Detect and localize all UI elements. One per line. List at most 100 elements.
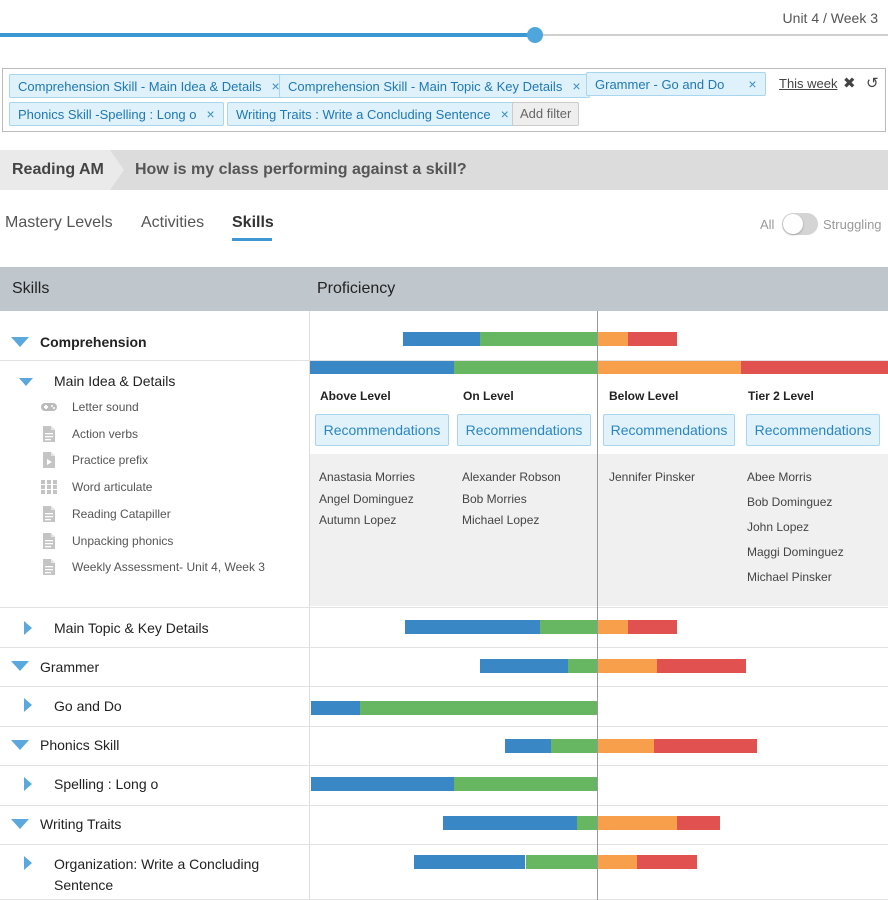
bar-on-level[interactable] (551, 739, 597, 753)
skill-label: Spelling : Long o (54, 776, 159, 792)
filter-chip[interactable]: Writing Traits : Write a Concluding Sent… (227, 102, 518, 126)
skill-label: Grammer (40, 659, 100, 675)
activity-label: Action verbs (72, 426, 139, 441)
filter-chip[interactable]: Grammer - Go and Do × (586, 72, 766, 96)
recommendations-button[interactable]: Recommendations (603, 414, 735, 446)
bar-above-level[interactable] (311, 701, 360, 715)
bar-below-level[interactable] (597, 816, 678, 830)
filter-chip-label: Writing Traits : Write a Concluding Sent… (236, 107, 491, 122)
activity-item[interactable]: Weekly Assessment- Unit 4, Week 3 (0, 558, 300, 578)
bar-tier2-level[interactable] (628, 332, 678, 346)
bar-below-level[interactable] (597, 332, 629, 346)
bar-below-level[interactable] (597, 739, 655, 753)
on-level-divider (597, 311, 598, 900)
bar-below-level[interactable] (597, 855, 638, 869)
bar-tier2-level[interactable] (654, 739, 758, 753)
filter-chip-label: Comprehension Skill - Main Topic & Key D… (288, 79, 563, 94)
recommendations-button[interactable]: Recommendations (746, 414, 880, 446)
skill-row-expanded: Main Idea & Details (0, 361, 888, 608)
expand-arrow-icon[interactable] (24, 698, 32, 712)
expand-arrow-icon[interactable] (24, 856, 32, 870)
remove-filter-icon[interactable]: × (206, 106, 215, 122)
activity-item[interactable]: Word articulate (0, 478, 300, 498)
recommendations-button[interactable]: Recommendations (457, 414, 591, 446)
tab-mastery-levels[interactable]: Mastery Levels (5, 214, 113, 231)
collapse-arrow-icon[interactable] (11, 819, 29, 829)
skill-row: Phonics Skill (0, 727, 888, 766)
bar-on-level[interactable] (568, 659, 597, 673)
expand-arrow-icon[interactable] (24, 621, 32, 635)
skill-row: Comprehension (0, 311, 888, 361)
filter-chip[interactable]: Phonics Skill -Spelling : Long o × (9, 102, 224, 126)
student-name[interactable]: Angel Dominguez (319, 491, 414, 506)
bar-tier2-level[interactable] (637, 855, 698, 869)
bar-above-level[interactable] (311, 777, 454, 791)
bar-above-level[interactable] (505, 739, 552, 753)
expand-arrow-icon[interactable] (24, 777, 32, 791)
timeline-track[interactable] (0, 33, 888, 37)
bar-on-level[interactable] (539, 620, 597, 634)
activity-item[interactable]: Unpacking phonics (0, 532, 300, 552)
filter-chip[interactable]: Comprehension Skill - Main Topic & Key D… (279, 74, 590, 98)
student-name[interactable]: Maggi Dominguez (747, 545, 844, 559)
student-name[interactable]: Abee Morris (747, 470, 812, 484)
bar-above-level[interactable] (405, 620, 540, 634)
bar-on-level[interactable] (576, 816, 597, 830)
breadcrumb-question: How is my class performing against a ski… (135, 161, 467, 178)
struggling-toggle[interactable] (782, 213, 818, 235)
document-icon (40, 558, 58, 576)
remove-filter-icon[interactable]: × (271, 78, 280, 94)
student-name[interactable]: Bob Morries (462, 491, 527, 506)
student-name[interactable]: Jennifer Pinsker (609, 470, 696, 484)
skill-row: Organization: Write a Concluding Sentenc… (0, 845, 888, 900)
collapse-arrow-icon[interactable] (11, 661, 29, 671)
close-icon[interactable]: ✖ (843, 75, 856, 92)
bar-tier2-level[interactable] (657, 659, 746, 673)
breadcrumb-section[interactable]: Reading AM (0, 150, 110, 190)
bar-tier2-level[interactable] (677, 816, 720, 830)
tab-skills[interactable]: Skills (232, 214, 274, 231)
bar-above-level[interactable] (479, 659, 569, 673)
collapse-arrow-icon[interactable] (11, 740, 29, 750)
filter-chip[interactable]: Comprehension Skill - Main Idea & Detail… (9, 74, 289, 98)
add-filter-button[interactable]: Add filter (512, 102, 580, 126)
collapse-arrow-icon[interactable] (11, 337, 29, 347)
bar-on-level[interactable] (479, 332, 597, 346)
activity-item[interactable]: Letter sound (0, 398, 300, 418)
student-name[interactable]: John Lopez (747, 520, 810, 534)
skill-label: Comprehension (40, 334, 147, 350)
bar-below-level[interactable] (597, 659, 658, 673)
bar-above-level[interactable] (402, 332, 480, 346)
reset-icon[interactable]: ↺ (866, 75, 879, 92)
remove-filter-icon[interactable]: × (500, 106, 509, 122)
this-week-link[interactable]: This week (779, 76, 838, 91)
bar-below-level[interactable] (597, 620, 629, 634)
activity-item[interactable]: Action verbs (0, 425, 300, 445)
bar-above-level[interactable] (442, 816, 577, 830)
tab-activities[interactable]: Activities (141, 214, 205, 231)
bar-on-level[interactable] (359, 701, 597, 715)
student-name[interactable]: Autumn Lopez (319, 513, 397, 527)
collapse-arrow-icon[interactable] (19, 378, 33, 386)
student-name[interactable]: Anastasia Morries (319, 470, 416, 484)
unit-week-label: Unit 4 / Week 3 (782, 10, 878, 26)
bar-above-level[interactable] (413, 855, 526, 869)
filter-chip-label: Phonics Skill -Spelling : Long o (18, 107, 197, 122)
timeline-handle[interactable] (527, 27, 543, 43)
remove-filter-icon[interactable]: × (748, 76, 757, 92)
filter-chip-label: Grammer - Go and Do (595, 77, 725, 92)
recommendations-button[interactable]: Recommendations (315, 414, 449, 446)
student-name[interactable]: Michael Pinsker (747, 570, 832, 584)
bar-on-level[interactable] (525, 855, 597, 869)
student-name[interactable]: Bob Dominguez (747, 495, 833, 509)
breadcrumb-separator (110, 150, 124, 190)
activity-item[interactable]: Reading Catapiller (0, 505, 300, 525)
activity-label: Letter sound (72, 400, 139, 414)
student-name[interactable]: Alexander Robson (462, 470, 561, 484)
remove-filter-icon[interactable]: × (572, 78, 581, 94)
bar-above-level (310, 361, 454, 374)
student-name[interactable]: Michael Lopez (462, 513, 540, 527)
bar-on-level[interactable] (454, 777, 597, 791)
bar-tier2-level[interactable] (628, 620, 678, 634)
activity-item[interactable]: Practice prefix (0, 451, 300, 471)
